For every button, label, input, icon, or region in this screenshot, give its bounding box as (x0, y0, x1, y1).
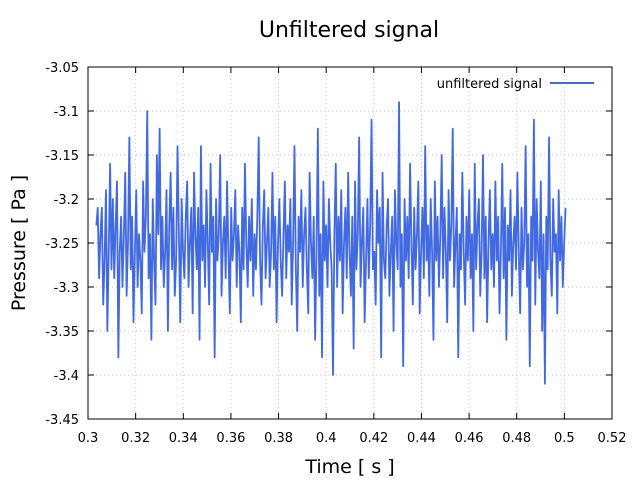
y-tick-label: -3.05 (45, 61, 79, 76)
y-axis-ticks: -3.45 -3.4 -3.35 -3.3 -3.25 -3.2 -3.15 -3.1 -3.0… (45, 61, 612, 428)
x-tick-label: 0.46 (455, 431, 484, 446)
x-tick-label: 0.44 (407, 431, 436, 446)
y-tick-label: -3.45 (45, 413, 79, 428)
x-tick-label: 0.38 (264, 431, 293, 446)
x-tick-label: 0.34 (169, 431, 198, 446)
y-tick-label: -3.4 (54, 369, 79, 384)
x-axis-label: Time [ s ] (304, 456, 394, 478)
x-tick-label: 0.48 (502, 431, 531, 446)
y-tick-label: -3.1 (54, 105, 79, 120)
chart-title: Unfiltered signal (259, 18, 439, 43)
y-tick-label: -3.25 (45, 237, 79, 252)
signal-line (95, 101, 567, 385)
plot-frame (87, 66, 613, 420)
x-tick-label: 0.3 (78, 431, 99, 446)
legend-label: unfiltered signal (437, 77, 542, 92)
x-tick-label: 0.32 (121, 431, 150, 446)
x-tick-label: 0.36 (216, 431, 245, 446)
y-tick-label: -3.15 (45, 149, 79, 164)
y-tick-label: -3.3 (54, 281, 79, 296)
y-axis-label: Pressure [ Pa ] (8, 175, 30, 311)
x-axis-ticks: 0.3 0.32 0.34 0.36 0.38 0.4 0.42 0.44 0.46 0.48 0.… (78, 67, 627, 446)
y-tick-label: -3.2 (54, 193, 79, 208)
x-tick-label: 0.5 (554, 431, 575, 446)
x-tick-label: 0.52 (598, 431, 627, 446)
y-tick-label: -3.35 (45, 325, 79, 340)
legend: unfiltered signal (437, 77, 594, 92)
x-tick-label: 0.4 (316, 431, 337, 446)
x-tick-label: 0.42 (359, 431, 388, 446)
